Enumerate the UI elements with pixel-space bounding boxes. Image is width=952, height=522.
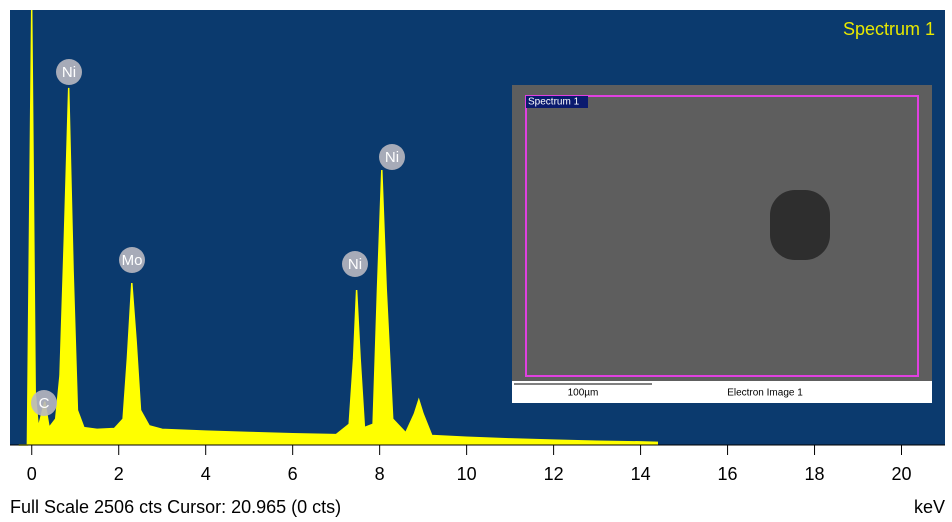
peak-label: Ni [62, 64, 76, 81]
chart-title: Spectrum 1 [843, 19, 935, 39]
x-tick-label: 20 [891, 464, 911, 484]
chart: Spectrum 1 Spectrum 1 100µm Electron Ima… [0, 0, 952, 522]
region-label: Spectrum 1 [528, 97, 580, 108]
peak-label: Ni [348, 256, 362, 273]
peak-label: Mo [122, 252, 143, 269]
x-tick-label: 10 [457, 464, 477, 484]
x-tick-label: 6 [288, 464, 298, 484]
x-tick-label: 12 [544, 464, 564, 484]
x-tick-label: 16 [718, 464, 738, 484]
image [512, 85, 932, 381]
electron-image: Spectrum 1 100µm Electron Image 1 [512, 85, 932, 403]
footer: Full Scale 2506 cts Cursor: 20.965 (0 ct… [10, 497, 341, 517]
x-tick-label: 0 [27, 464, 37, 484]
peak-label: C [39, 395, 50, 412]
page: Spectrum 1 Spectrum 1 100µm Electron Ima… [0, 0, 952, 522]
x-unit: keV [914, 497, 945, 517]
x-tick-label: 4 [201, 464, 211, 484]
peak-label: Ni [385, 149, 399, 166]
x-tick-label: 2 [114, 464, 124, 484]
x-tick-label: 14 [631, 464, 651, 484]
image-caption: Electron Image 1 [727, 388, 803, 399]
x-tick-label: 8 [375, 464, 385, 484]
x-tick-label: 18 [805, 464, 825, 484]
dark-region [770, 190, 830, 260]
scale-bar-label: 100µm [568, 388, 599, 399]
